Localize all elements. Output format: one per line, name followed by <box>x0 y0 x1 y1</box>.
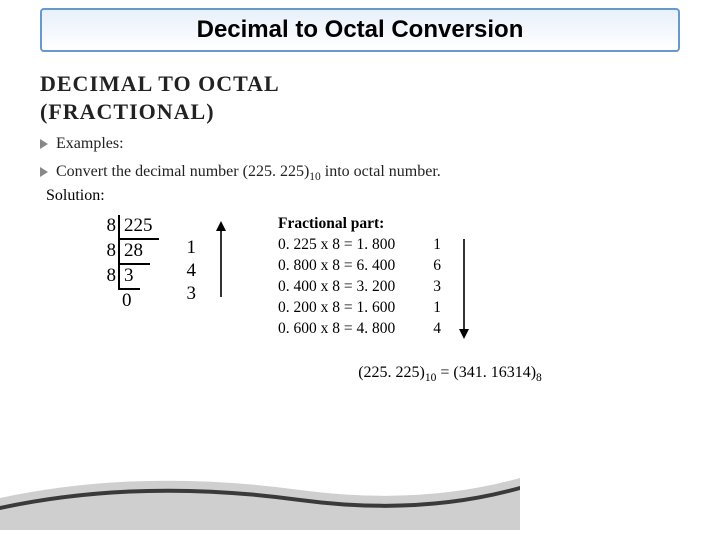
frac-digit: 4 <box>433 319 441 340</box>
remainder: 3 <box>187 283 197 306</box>
result-lhs: (225. 225) <box>358 364 425 381</box>
triangle-icon <box>40 139 48 149</box>
remainder: 4 <box>187 260 197 283</box>
frac-line: 0. 225 x 8 = 1. 800 <box>278 235 395 256</box>
work-area: 8 225 8 28 8 3 0 1 4 3 <box>40 215 680 340</box>
bullet-problem: Convert the decimal number (225. 225)10 … <box>40 163 680 183</box>
bullet-examples: Examples: <box>40 135 680 153</box>
frac-line: 0. 400 x 8 = 3. 200 <box>278 277 395 298</box>
solution-label: Solution: <box>46 187 680 205</box>
result-equation: (225. 225)10 = (341. 16314)8 <box>220 364 680 384</box>
fractional-heading: Fractional part: <box>278 215 471 233</box>
divisor: 8 <box>100 215 118 240</box>
dividend: 28 <box>118 240 150 265</box>
result-eq: = <box>436 364 453 381</box>
triangle-icon <box>40 167 48 177</box>
divisor: 8 <box>100 240 118 265</box>
remainders: 1 4 3 <box>187 237 197 305</box>
dividend: 225 <box>118 215 159 240</box>
fractional-digits: 1 6 3 1 4 <box>433 235 441 340</box>
result-rhs: (341. 16314) <box>453 364 536 381</box>
division-stack: 8 225 8 28 8 3 0 <box>100 215 159 312</box>
integer-division: 8 225 8 28 8 3 0 1 4 3 <box>100 215 228 340</box>
dividend: 3 <box>118 265 140 290</box>
decorative-swoosh <box>0 460 520 530</box>
frac-digit: 1 <box>433 298 441 319</box>
frac-line: 0. 200 x 8 = 1. 600 <box>278 298 395 319</box>
frac-digit: 6 <box>433 256 441 277</box>
problem-sub: 10 <box>309 171 321 183</box>
frac-line: 0. 600 x 8 = 4. 800 <box>278 319 395 340</box>
section-title-line2: (FRACTIONAL) <box>40 98 680 126</box>
division-row: 0 <box>100 290 159 313</box>
frac-digit: 3 <box>433 277 441 298</box>
result-rhs-sub: 8 <box>536 372 542 384</box>
problem-pre: Convert the decimal number (225. 225) <box>56 163 309 180</box>
down-arrow-icon <box>457 237 471 339</box>
remainder: 1 <box>187 237 197 260</box>
problem-post: into octal number. <box>321 163 441 180</box>
divisor <box>100 290 118 313</box>
division-row: 8 3 <box>100 265 159 290</box>
page-title: Decimal to Octal Conversion <box>197 16 524 43</box>
fractional-body: 0. 225 x 8 = 1. 800 0. 800 x 8 = 6. 400 … <box>278 235 471 340</box>
title-bar: Decimal to Octal Conversion <box>40 8 680 52</box>
frac-line: 0. 800 x 8 = 6. 400 <box>278 256 395 277</box>
division-row: 8 225 <box>100 215 159 240</box>
divisor: 8 <box>100 265 118 290</box>
bullet-text: Convert the decimal number (225. 225)10 … <box>56 163 441 183</box>
fractional-part: Fractional part: 0. 225 x 8 = 1. 800 0. … <box>278 215 471 340</box>
fractional-lines: 0. 225 x 8 = 1. 800 0. 800 x 8 = 6. 400 … <box>278 235 395 340</box>
section-title: DECIMAL TO OCTAL (FRACTIONAL) <box>40 70 680 125</box>
bullet-text: Examples: <box>56 135 124 153</box>
dividend: 0 <box>118 290 140 313</box>
content-area: DECIMAL TO OCTAL (FRACTIONAL) Examples: … <box>0 52 720 384</box>
result-lhs-sub: 10 <box>425 372 437 384</box>
frac-digit: 1 <box>433 235 441 256</box>
up-arrow-icon <box>214 221 228 299</box>
section-title-line1: DECIMAL TO OCTAL <box>40 70 680 98</box>
division-row: 8 28 <box>100 240 159 265</box>
